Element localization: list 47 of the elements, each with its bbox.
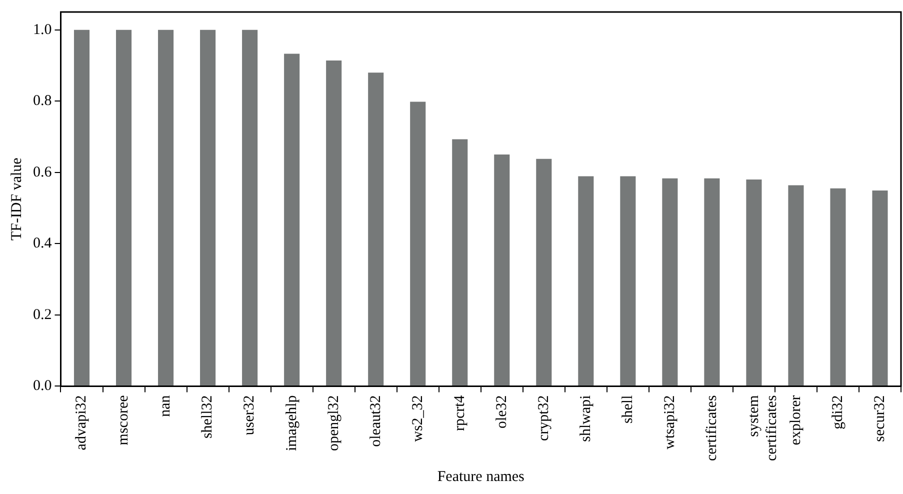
x-tick-label: shell xyxy=(620,395,636,424)
y-tick-label: 0.6 xyxy=(33,164,52,180)
bar xyxy=(662,178,678,386)
x-tick-label: user32 xyxy=(242,395,258,436)
x-tick-label: advapi32 xyxy=(74,395,90,450)
bar xyxy=(326,60,342,386)
bar xyxy=(284,54,300,386)
x-tick-label: shlwapi xyxy=(578,395,594,442)
x-tick-label: ws2_32 xyxy=(410,395,426,442)
bar xyxy=(872,190,888,386)
x-axis-title: Feature names xyxy=(437,468,525,485)
bar xyxy=(578,176,594,386)
x-tick-label: secur32 xyxy=(872,395,888,442)
x-tick-label: rpcrt4 xyxy=(452,394,468,432)
bar xyxy=(410,102,426,386)
x-tick-label: shell32 xyxy=(200,395,216,439)
x-tick-label: opengl32 xyxy=(326,395,342,452)
x-tick-label: mscoree xyxy=(116,394,132,446)
x-tick-label: gdi32 xyxy=(830,395,846,430)
y-axis-title: TF-IDF value xyxy=(8,157,25,241)
bar xyxy=(536,158,552,386)
y-tick-label: 0.4 xyxy=(33,236,52,252)
x-tick-label: nan xyxy=(158,394,174,417)
bar xyxy=(242,30,258,386)
bar xyxy=(494,154,510,386)
x-tick-label: ole32 xyxy=(494,395,510,429)
x-tick-label: certificates xyxy=(704,395,720,462)
x-tick-label: imagehlp xyxy=(284,395,300,452)
bar xyxy=(74,30,90,386)
bar xyxy=(116,30,132,386)
bar xyxy=(704,178,720,386)
x-tick-label: crypt32 xyxy=(536,395,552,442)
x-tick-label: wtsapi32 xyxy=(662,395,678,450)
bar xyxy=(788,185,804,386)
y-tick-label: 0.0 xyxy=(33,378,52,394)
x-tick-label: oleaut32 xyxy=(368,395,384,447)
x-tick-label: explorer xyxy=(788,395,804,446)
bar xyxy=(830,188,846,386)
bar xyxy=(200,30,216,386)
bar xyxy=(620,176,636,386)
bar xyxy=(746,180,762,386)
y-tick-label: 0.8 xyxy=(33,93,52,110)
y-tick-label: 1.0 xyxy=(33,22,52,38)
y-tick-label: 0.2 xyxy=(33,306,52,323)
bar xyxy=(158,30,174,386)
bar xyxy=(368,72,384,386)
bar xyxy=(452,139,468,386)
